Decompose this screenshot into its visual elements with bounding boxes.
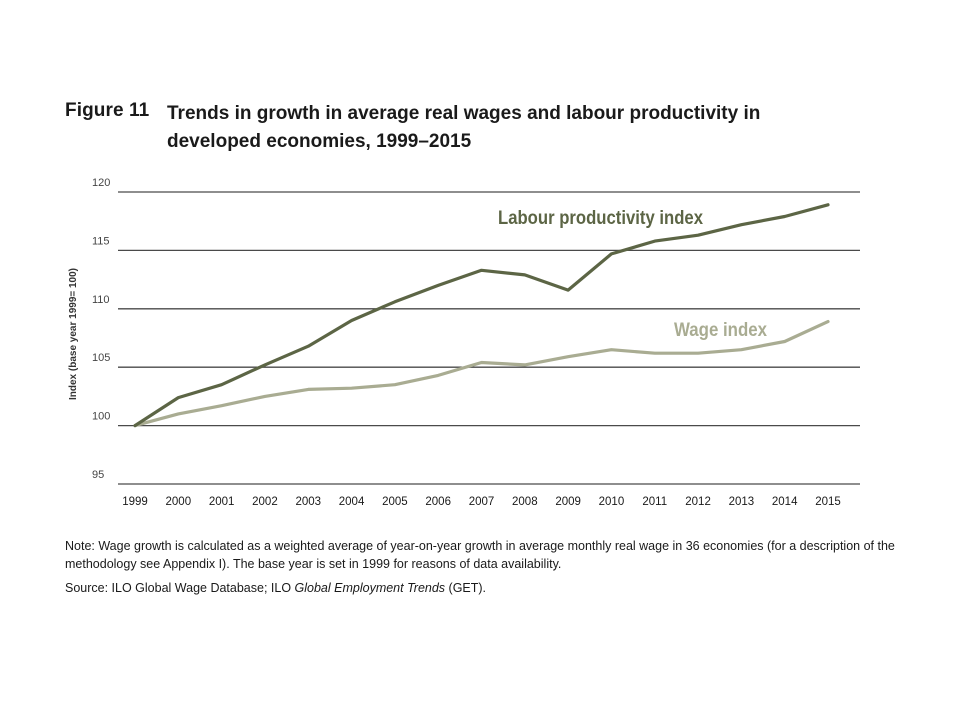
annotation-labour-productivity: Labour productivity index: [498, 208, 703, 229]
y-tick-label: 115: [92, 235, 110, 247]
figure-label: Figure 11: [65, 100, 150, 121]
y-tick-labels: 95 100 105 110 115 120: [92, 177, 110, 481]
y-tick-label: 110: [92, 294, 110, 306]
x-tick-label: 2011: [642, 496, 667, 508]
y-tick-label: 100: [92, 411, 110, 423]
source-prefix: Source: ILO Global Wage Database; ILO: [65, 581, 295, 595]
y-tick-label: 95: [92, 469, 104, 481]
figure-title: Trends in growth in average real wages a…: [167, 103, 761, 152]
source-italic: Global Employment Trends: [294, 581, 446, 595]
x-tick-label: 2001: [209, 496, 235, 508]
x-tick-label: 2010: [599, 496, 625, 508]
x-tick-label: 2006: [425, 496, 451, 508]
x-tick-label: 2007: [469, 496, 495, 508]
x-tick-label: 1999: [122, 496, 148, 508]
series-line-wage-index: [133, 320, 830, 428]
x-tick-label: 2004: [339, 496, 365, 508]
x-tick-label: 2013: [729, 496, 755, 508]
source-suffix: (GET).: [445, 581, 487, 595]
x-tick-label: 2003: [295, 496, 321, 508]
series-line-labour-productivity: [133, 203, 830, 428]
x-tick-label: 2002: [252, 496, 278, 508]
y-tick-label: 120: [92, 177, 110, 189]
line-chart: 95 100 105 110 115 120 1999 2000 2001 2002 2003 20…: [68, 177, 860, 508]
x-tick-label: 2008: [512, 496, 538, 508]
x-tick-label: 2012: [685, 496, 711, 508]
gridlines: [118, 191, 860, 485]
x-tick-label: 2009: [555, 496, 581, 508]
y-axis-label: Index (base year 1999= 100): [68, 268, 79, 400]
x-tick-label: 2015: [815, 496, 841, 508]
x-tick-labels: 1999 2000 2001 2002 2003 2004 2005 2006 2007 2008…: [122, 496, 841, 508]
series-lines: [133, 203, 830, 428]
x-tick-label: 2000: [166, 496, 192, 508]
y-tick-label: 105: [92, 352, 110, 364]
figure-source: Source: ILO Global Wage Database; ILO Gl…: [65, 581, 895, 595]
x-tick-label: 2014: [772, 496, 798, 508]
figure-note: Note: Wage growth is calculated as a wei…: [65, 539, 895, 571]
annotation-wage-index: Wage index: [674, 320, 767, 341]
x-tick-label: 2005: [382, 496, 408, 508]
